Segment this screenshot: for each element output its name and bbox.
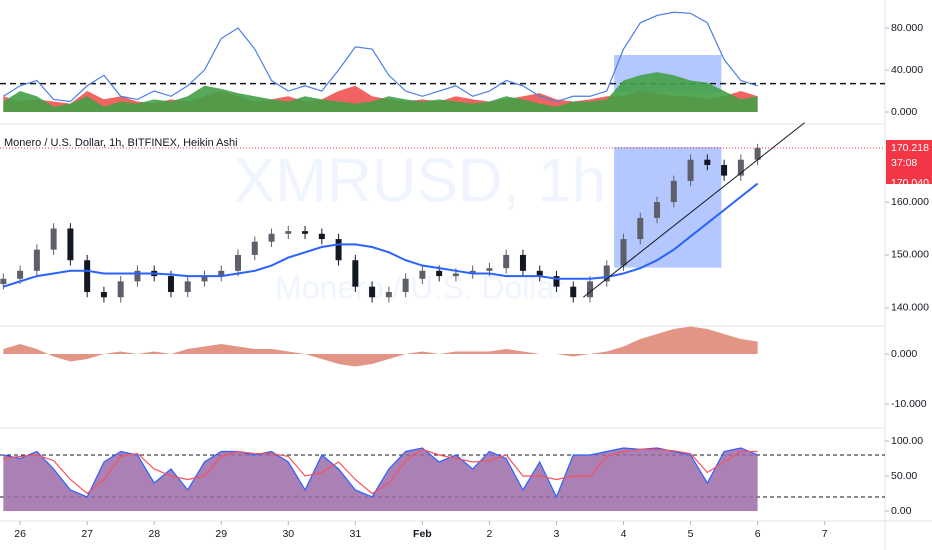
line-series <box>3 11 758 103</box>
x-tick-label: 6 <box>755 528 761 540</box>
chart-title: Monero / U.S. Dollar, 1h, BITFINEX, Heik… <box>4 137 238 149</box>
line-series <box>3 447 758 499</box>
candle-body <box>419 270 426 279</box>
y-tick-label: 160.000 <box>891 196 929 208</box>
x-tick-label: 7 <box>822 528 828 540</box>
y-tick-label: 100.00 <box>891 435 923 447</box>
highlight-box <box>614 147 722 268</box>
candle-body <box>503 254 510 269</box>
countdown: 37:08 <box>891 157 917 169</box>
candle-body <box>134 270 141 282</box>
candle-body <box>754 148 761 160</box>
candle-body <box>201 276 208 282</box>
y-tick-label: 0.00 <box>891 505 912 517</box>
y-tick-label: -10.000 <box>891 398 927 410</box>
candle-body <box>402 278 409 292</box>
candle-body <box>218 270 225 277</box>
x-tick-label: 30 <box>282 528 294 540</box>
y-tick-label: 140.000 <box>891 302 929 314</box>
candle-body <box>268 233 275 242</box>
candle-body <box>17 270 24 279</box>
last-price-label: 170.218 <box>891 142 929 154</box>
candle-body <box>721 165 728 176</box>
candle-body <box>385 291 392 298</box>
candle-body <box>436 270 443 277</box>
candle-body <box>469 270 476 274</box>
area-series <box>3 72 758 113</box>
candle-body <box>687 159 694 181</box>
x-tick-label: 3 <box>554 528 560 540</box>
candle-body <box>100 291 107 298</box>
candle-body <box>352 260 359 287</box>
candle-body <box>570 286 577 298</box>
candle-body <box>536 270 543 277</box>
candle-body <box>302 231 309 234</box>
y-tick-label: 40.000 <box>891 64 923 76</box>
candle-body <box>603 265 610 282</box>
second-price-label: 170.040 <box>891 177 929 189</box>
candle-body <box>167 276 174 292</box>
candle-body <box>33 249 40 271</box>
y-tick-label: 150.000 <box>891 249 929 261</box>
candle-body <box>0 278 7 285</box>
candle-body <box>50 228 57 250</box>
x-tick-label: 26 <box>14 528 26 540</box>
y-tick-label: 80.000 <box>891 22 923 34</box>
candle-body <box>369 286 376 298</box>
candle-body <box>519 254 526 271</box>
x-tick-label: 29 <box>215 528 227 540</box>
candle-body <box>620 239 627 266</box>
y-tick-label: 0.000 <box>891 348 917 360</box>
y-tick-label: 50.00 <box>891 470 917 482</box>
price-tag <box>886 140 932 185</box>
x-tick-label: 5 <box>688 528 694 540</box>
candle-body <box>67 228 74 261</box>
watermark: XMRUSD, 1h <box>234 146 606 215</box>
candle-body <box>251 241 258 255</box>
trend-line <box>582 122 805 298</box>
candle-body <box>553 276 560 287</box>
candle-body <box>84 260 91 292</box>
x-tick-label: 2 <box>487 528 493 540</box>
candle-body <box>654 202 661 218</box>
x-tick-label: 28 <box>148 528 160 540</box>
candle-body <box>704 159 711 166</box>
candle-body <box>737 159 744 176</box>
candle-body <box>452 273 459 277</box>
candle-body <box>486 268 493 271</box>
x-tick-label: Feb <box>413 528 432 540</box>
candle-body <box>184 281 191 292</box>
oscillator-fill <box>3 447 758 511</box>
candle-body <box>670 180 677 203</box>
area-series <box>3 326 758 367</box>
line-series <box>3 182 759 288</box>
candle-body <box>318 233 325 240</box>
candle-body <box>637 217 644 240</box>
candle-body <box>117 281 124 298</box>
candle-body <box>335 239 342 261</box>
x-tick-label: 27 <box>81 528 93 540</box>
y-tick-label: 0.000 <box>891 106 917 118</box>
line-series <box>3 448 758 495</box>
candle-body <box>587 281 593 298</box>
x-tick-label: 31 <box>349 528 361 540</box>
x-tick-label: 4 <box>621 528 627 540</box>
candle-body <box>285 231 292 234</box>
candle-body <box>235 254 242 271</box>
